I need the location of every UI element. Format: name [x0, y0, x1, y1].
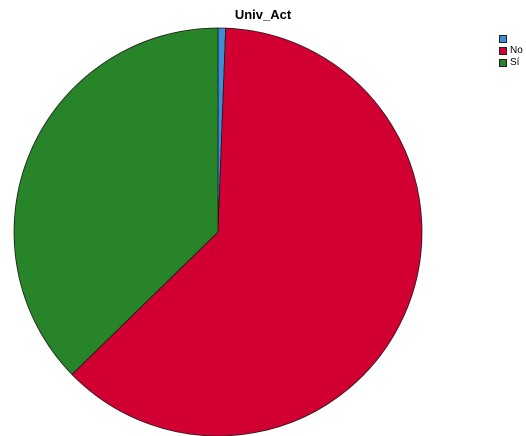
legend-item: Sí: [499, 57, 523, 68]
legend: No Sí: [499, 33, 523, 69]
chart-title: Univ_Act: [234, 7, 292, 22]
legend-item: No: [499, 45, 523, 56]
legend-swatch: [499, 58, 507, 67]
legend-swatch: [499, 46, 507, 55]
pie-slice-s-: [13, 27, 219, 375]
legend-item: [499, 33, 523, 44]
pie-slice-no: [71, 27, 423, 436]
legend-label: No: [510, 44, 523, 56]
legend-label: Sí: [510, 56, 520, 68]
legend-swatch: [499, 34, 507, 43]
